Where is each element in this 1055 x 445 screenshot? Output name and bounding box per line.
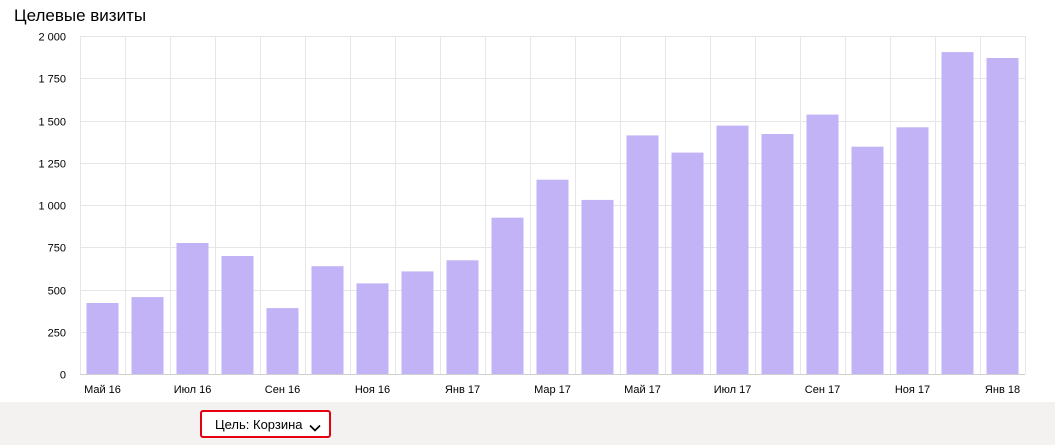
bar[interactable] xyxy=(401,271,434,374)
bar[interactable] xyxy=(491,217,524,374)
bar[interactable] xyxy=(896,127,929,374)
bar[interactable] xyxy=(446,260,479,374)
chart-title: Целевые визиты xyxy=(14,6,147,25)
bar[interactable] xyxy=(176,243,209,374)
bar[interactable] xyxy=(311,266,344,374)
chart-footer: Цель: Корзина xyxy=(0,402,1055,445)
bars xyxy=(86,52,1019,374)
x-tick-label: Июл 16 xyxy=(174,384,212,396)
bar[interactable] xyxy=(941,52,974,374)
x-tick-label: Сен 16 xyxy=(265,384,300,396)
bar[interactable] xyxy=(851,146,884,374)
chart-area: 0 250 500 750 1 000 1 250 1 500 1 750 2 000 Май … xyxy=(38,32,1026,396)
y-tick-label: 2 000 xyxy=(38,32,66,44)
x-tick-label: Май 17 xyxy=(624,384,661,396)
x-tick-label: Янв 18 xyxy=(985,384,1020,396)
y-tick-label: 1 000 xyxy=(38,201,66,213)
bar[interactable] xyxy=(266,308,299,374)
x-tick-label: Ноя 17 xyxy=(895,384,930,396)
x-tick-label: Май 16 xyxy=(84,384,121,396)
x-tick-label: Янв 17 xyxy=(445,384,480,396)
x-tick-label: Мар 17 xyxy=(534,384,571,396)
bar[interactable] xyxy=(761,134,794,374)
bar[interactable] xyxy=(221,256,254,374)
y-tick-label: 0 xyxy=(60,370,66,382)
chevron-down-icon xyxy=(308,420,321,432)
y-tick-label: 1 750 xyxy=(38,74,66,86)
x-tick-label: Ноя 16 xyxy=(355,384,390,396)
bar[interactable] xyxy=(536,179,569,374)
bar[interactable] xyxy=(671,152,704,374)
y-tick-label: 1 500 xyxy=(38,117,66,129)
y-tick-label: 1 250 xyxy=(38,159,66,171)
bar-chart: 0 250 500 750 1 000 1 250 1 500 1 750 2 000 Май … xyxy=(38,32,1026,396)
bar[interactable] xyxy=(131,297,164,374)
y-axis-labels: 0 250 500 750 1 000 1 250 1 500 1 750 2 000 xyxy=(38,32,66,382)
x-tick-label: Июл 17 xyxy=(714,384,752,396)
y-tick-label: 500 xyxy=(48,286,66,298)
bar[interactable] xyxy=(806,114,839,374)
goal-select-label: Цель: Корзина xyxy=(215,416,303,432)
y-tick-label: 250 xyxy=(48,328,66,340)
goal-select-button[interactable]: Цель: Корзина xyxy=(200,410,331,438)
bar[interactable] xyxy=(626,135,659,374)
y-tick-label: 750 xyxy=(48,243,66,255)
bar[interactable] xyxy=(986,58,1019,374)
x-tick-label: Сен 17 xyxy=(805,384,840,396)
bar[interactable] xyxy=(581,199,614,374)
bar[interactable] xyxy=(86,303,119,374)
bar[interactable] xyxy=(716,125,749,374)
x-axis-labels: Май 16 Июл 16 Сен 16 Ноя 16 Янв 17 Мар 17 Май … xyxy=(84,384,1020,396)
bar[interactable] xyxy=(356,283,389,374)
